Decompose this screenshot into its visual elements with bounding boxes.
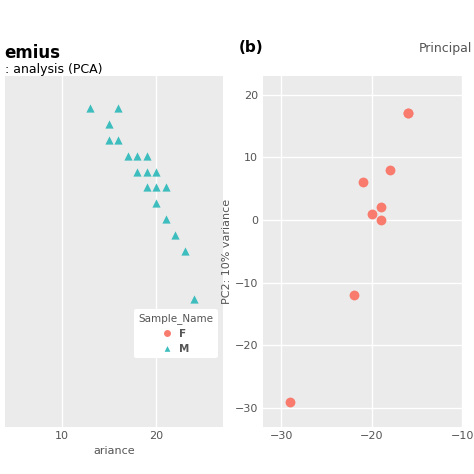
Point (368, 210, 375, 218)
Point (134, 168, 141, 175)
Point (134, 152, 141, 159)
Point (172, 231, 179, 239)
Point (124, 152, 132, 159)
Point (191, 295, 198, 303)
Point (181, 247, 189, 255)
Text: Principal: Principal (419, 42, 472, 55)
Point (153, 168, 160, 175)
Point (105, 136, 113, 144)
Point (386, 166, 393, 173)
Text: : analysis (PCA): : analysis (PCA) (5, 63, 102, 76)
Point (359, 179, 366, 186)
Point (115, 104, 122, 111)
Point (377, 204, 384, 211)
Point (153, 200, 160, 207)
Point (105, 120, 113, 128)
Point (350, 291, 357, 299)
Point (86, 104, 94, 111)
Point (377, 216, 384, 224)
Point (162, 216, 170, 223)
Point (286, 398, 294, 405)
Point (115, 136, 122, 144)
Point (143, 168, 151, 175)
Text: emius: emius (5, 44, 61, 62)
Legend: F, M: F, M (134, 309, 218, 358)
Y-axis label: PC2: 10% variance: PC2: 10% variance (222, 199, 232, 304)
Point (162, 343, 170, 351)
Point (404, 109, 411, 117)
Point (162, 183, 170, 191)
Text: (b): (b) (239, 40, 264, 55)
X-axis label: ariance: ariance (93, 446, 135, 456)
Point (404, 109, 411, 117)
Point (143, 152, 151, 159)
Point (143, 183, 151, 191)
Point (153, 183, 160, 191)
